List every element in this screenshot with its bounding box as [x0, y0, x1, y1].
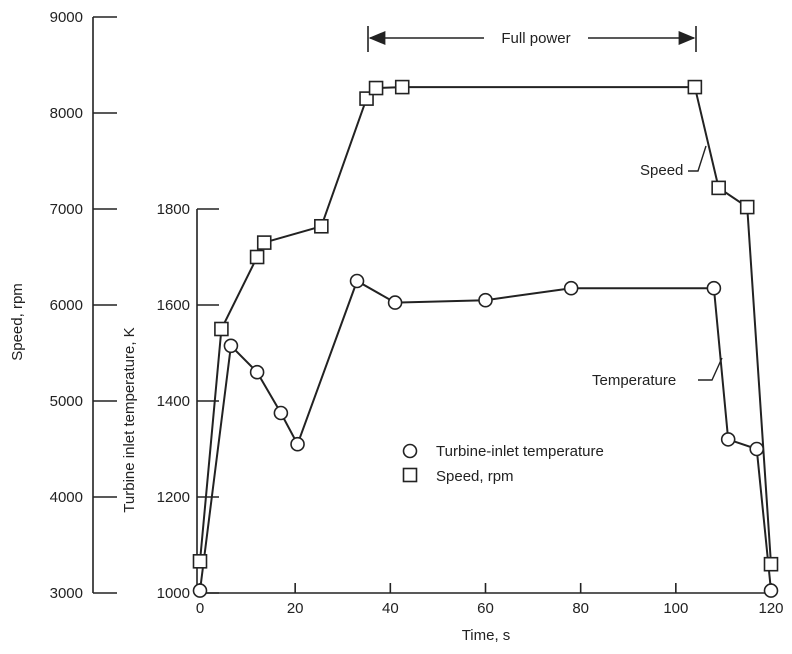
temperature-data-point	[223, 338, 239, 354]
temperature-data-point	[478, 292, 493, 308]
x-tick-label: 100	[663, 600, 688, 617]
temperature-tick-label: 1600	[157, 297, 190, 314]
temperature-data-point	[749, 441, 765, 457]
temperature-tick-label: 1400	[157, 393, 190, 410]
temperature-callout: Temperature	[592, 357, 723, 389]
speed-data-point	[368, 80, 384, 96]
full-power-label: Full power	[501, 30, 570, 47]
speed-data-point	[739, 199, 755, 215]
temperature-callout-label: Temperature	[592, 372, 676, 389]
temperature-data-point	[763, 583, 779, 598]
x-axis-title: Time, s	[462, 627, 511, 644]
temperature-data-point	[273, 405, 289, 421]
speed-data-point	[711, 180, 726, 196]
temperature-tick-label: 1800	[157, 201, 190, 218]
speed-callout: Speed	[640, 145, 707, 179]
speed-tick-label: 4000	[50, 489, 83, 506]
speed-tick-label: 9000	[50, 9, 83, 26]
temperature-callout-leader	[698, 357, 723, 381]
temperature-data-point	[387, 295, 403, 310]
temperature-axis-title: Turbine inlet temperature, K	[121, 327, 138, 512]
x-tick-label: 20	[287, 600, 304, 617]
temperature-series-line	[199, 279, 772, 591]
temperature-tick-label: 1000	[157, 585, 190, 602]
legend-label-speed: Speed, rpm	[436, 468, 514, 485]
speed-data-point	[256, 235, 272, 250]
speed-data-point	[314, 218, 329, 234]
speed-callout-leader	[688, 145, 707, 172]
temperature-data-point	[706, 280, 722, 296]
speed-data-point	[763, 556, 779, 572]
speed-data-point	[359, 91, 374, 106]
speed-tick-label: 7000	[50, 201, 83, 218]
legend-square-marker	[402, 467, 418, 483]
legend: Turbine-inlet temperature Speed, rpm	[402, 443, 604, 485]
speed-data-point	[687, 79, 703, 95]
x-tick-label: 80	[572, 600, 589, 617]
speed-axis-title: Speed, rpm	[9, 283, 26, 361]
x-tick-label: 120	[758, 600, 783, 617]
axes-layer: 3000400050006000700080009000100012001400…	[50, 9, 784, 617]
x-tick-label: 40	[382, 600, 399, 617]
speed-tick-label: 8000	[50, 105, 83, 122]
temperature-data-point	[192, 583, 208, 598]
speed-data-point	[249, 249, 265, 265]
x-tick-label: 60	[477, 600, 494, 617]
temperature-data-point	[290, 436, 305, 452]
speed-data-point	[394, 79, 410, 95]
speed-tick-label: 5000	[50, 393, 83, 410]
markers-layer	[192, 79, 779, 598]
speed-data-point	[192, 554, 208, 569]
temperature-data-point	[349, 273, 365, 289]
temperature-tick-label: 1200	[157, 489, 190, 506]
x-tick-label: 0	[196, 600, 204, 617]
speed-series-line	[199, 86, 772, 565]
speed-data-point	[214, 321, 229, 337]
series-lines-layer	[199, 86, 772, 591]
speed-tick-label: 6000	[50, 297, 83, 314]
legend-label-temperature: Turbine-inlet temperature	[436, 443, 604, 460]
temperature-data-point	[720, 432, 736, 447]
temperature-data-point	[563, 280, 579, 296]
legend-circle-marker	[402, 443, 418, 459]
speed-callout-label: Speed	[640, 162, 683, 179]
temperature-data-point	[249, 364, 265, 380]
full-power-annotation: Full power	[367, 26, 697, 52]
speed-tick-label: 3000	[50, 585, 83, 602]
